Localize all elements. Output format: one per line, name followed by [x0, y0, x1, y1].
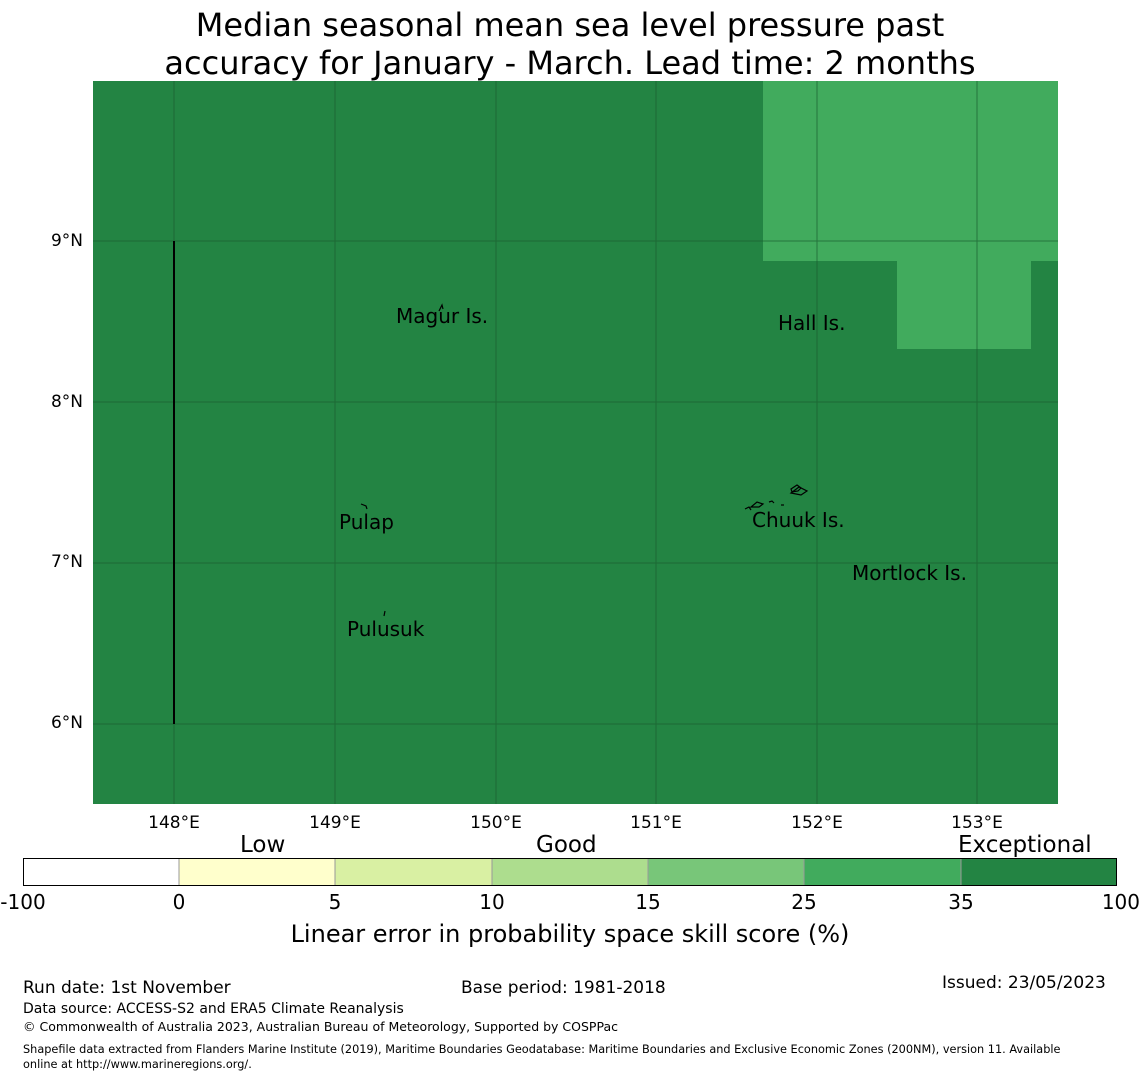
legend-band-low: Low	[240, 832, 286, 858]
lat-tick-7: 7°N	[50, 552, 83, 572]
skill-map: Magur Is. Hall Is. Pulap Chuuk Is. Mortl…	[93, 81, 1058, 804]
lon-tick-150: 150°E	[470, 813, 522, 833]
place-label-pulusuk: Pulusuk	[347, 617, 425, 641]
legend-tick-neg100: -100	[0, 890, 46, 914]
island-chuuk-1	[790, 484, 802, 493]
legend-swatch-neg100-0	[23, 858, 180, 886]
skill-region-high-north	[763, 81, 1058, 261]
lat-tick-9: 9°N	[50, 231, 83, 251]
lon-tick-152: 152°E	[791, 813, 843, 833]
data-source: Data source: ACCESS-S2 and ERA5 Climate …	[23, 1001, 404, 1017]
island-chuuk-3	[768, 500, 775, 504]
legend-label: Linear error in probability space skill …	[290, 920, 850, 948]
title-line-2: accuracy for January - March. Lead time:…	[164, 44, 976, 82]
lat-tick-6: 6°N	[50, 713, 83, 733]
legend-tick-15: 15	[635, 890, 661, 914]
legend-swatch-10-15	[491, 858, 649, 886]
shapefile-credit-line-2: online at http://www.marineregions.org/.	[23, 1058, 252, 1071]
legend-tick-10: 10	[479, 890, 505, 914]
legend-band-exceptional: Exceptional	[958, 832, 1092, 858]
legend-tick-100: 100	[1101, 890, 1140, 914]
base-period: Base period: 1981-2018	[461, 978, 666, 998]
legend-tick-5: 5	[328, 890, 342, 914]
place-label-chuuk: Chuuk Is.	[752, 508, 845, 532]
skill-region-high-east	[897, 259, 1031, 349]
lat-tick-8: 8°N	[50, 392, 83, 412]
island-chuuk-4	[749, 501, 765, 508]
legend-swatch-25-35	[803, 858, 962, 886]
legend-frame	[23, 858, 1117, 886]
copyright: © Commonwealth of Australia 2023, Austra…	[23, 1019, 618, 1034]
lon-tick-151: 151°E	[630, 813, 682, 833]
map-title: Median seasonal mean sea level pressure …	[0, 6, 1140, 82]
legend-tick-35: 35	[948, 890, 974, 914]
island-chuuk-6	[744, 506, 752, 511]
legend-tick-25: 25	[791, 890, 817, 914]
lon-tick-153: 153°E	[951, 813, 1003, 833]
lon-tick-148: 148°E	[148, 813, 200, 833]
legend-swatch-15-25	[647, 858, 805, 886]
issued-date: Issued: 23/05/2023	[942, 973, 1106, 993]
legend-colorbar	[23, 858, 1117, 886]
graticule	[93, 81, 1058, 804]
island-pulap	[360, 503, 368, 510]
place-label-mortlock: Mortlock Is.	[852, 561, 967, 585]
run-date: Run date: 1st November	[23, 978, 231, 998]
legend-band-good: Good	[536, 832, 597, 858]
place-labels: Magur Is. Hall Is. Pulap Chuuk Is. Mortl…	[339, 304, 967, 641]
title-line-1: Median seasonal mean sea level pressure …	[195, 6, 945, 44]
island-pulusuk	[383, 610, 386, 617]
legend-tick-0: 0	[172, 890, 186, 914]
island-outlines	[360, 303, 809, 617]
place-label-pulap: Pulap	[339, 510, 394, 534]
lon-tick-149: 149°E	[309, 813, 361, 833]
legend-swatch-5-10	[334, 858, 493, 886]
island-chuuk-2	[789, 486, 809, 496]
shapefile-credit-line-1: Shapefile data extracted from Flanders M…	[23, 1043, 1061, 1056]
place-label-magur: Magur Is.	[396, 304, 488, 328]
legend-swatch-0-5	[178, 858, 336, 886]
island-magur	[438, 303, 444, 312]
place-label-hall: Hall Is.	[778, 311, 845, 335]
legend-swatch-35-100	[960, 858, 1117, 886]
